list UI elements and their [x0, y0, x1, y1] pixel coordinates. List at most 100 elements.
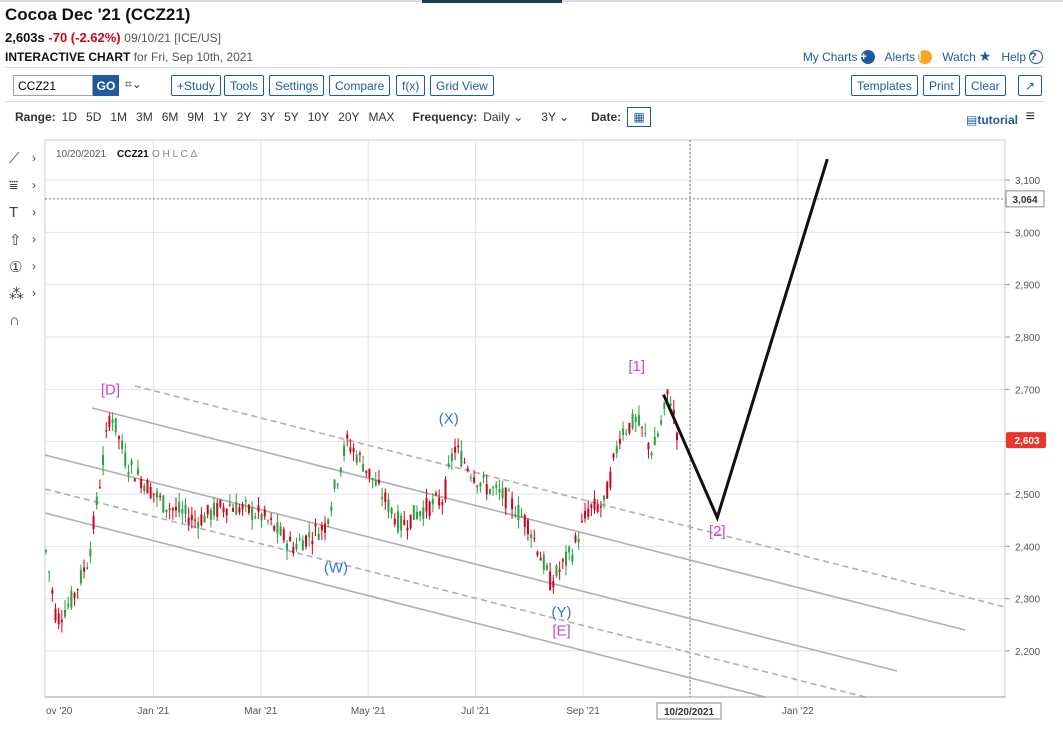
settings-button[interactable]: Settings [269, 75, 325, 96]
range-20y[interactable]: 20Y [338, 110, 360, 124]
calendar-icon[interactable]: ▦ [627, 107, 652, 127]
candle-body [222, 507, 225, 513]
go-button[interactable]: GO [93, 75, 119, 96]
line-tool[interactable]: ⟋ › [9, 150, 43, 172]
range-5d[interactable]: 5D [86, 110, 102, 124]
expand-button[interactable]: ↗ [1018, 75, 1042, 96]
chart-type-dropdown[interactable]: ⌗⌄ [125, 77, 142, 91]
clear-button[interactable]: Clear [965, 75, 1006, 96]
y-axis: 3,1003,0002,9002,8002,7002,6002,5002,400… [1005, 176, 1046, 658]
period-select[interactable]: 3Y ⌄ [541, 110, 570, 124]
candle-body [343, 445, 346, 457]
candle-body [463, 461, 466, 463]
candle-body [339, 468, 342, 473]
candle-body [552, 580, 555, 588]
candle-body [542, 554, 545, 570]
candle-body [644, 432, 647, 434]
candle-body [504, 488, 507, 509]
chevron-right-icon: › [32, 259, 36, 273]
range-2y[interactable]: 2Y [236, 110, 252, 124]
tools-button[interactable]: Tools [224, 75, 265, 96]
fib-tool[interactable]: ⩸ › [9, 177, 43, 199]
toolbar: GO ⌗⌄ +Study Tools Settings Compare f(x)… [0, 75, 1063, 97]
wave-label: (Y) [552, 604, 572, 621]
candle-body [152, 493, 155, 495]
candle-body [545, 564, 548, 570]
range-1m[interactable]: 1M [110, 110, 128, 124]
templates-button[interactable]: Templates [851, 75, 918, 96]
candle-body [622, 428, 625, 436]
candle-body [320, 524, 323, 531]
candle-body [273, 525, 276, 531]
range-6m[interactable]: 6M [161, 110, 179, 124]
watch-link[interactable]: Watch ★ [942, 48, 991, 65]
range-max[interactable]: MAX [368, 110, 395, 124]
symbol-input[interactable] [13, 75, 93, 96]
candle-body [105, 429, 108, 432]
candle-body [324, 523, 327, 534]
price-chart[interactable]: [D] (W) (X) (Y)[E] [1] [2] 3,100 3,000 2,900 2,8… [0, 135, 1063, 738]
frequency-select[interactable]: Daily ⌄ [483, 110, 524, 124]
candle-body [564, 551, 567, 566]
candle-body [121, 440, 124, 450]
wave-label: [2] [709, 523, 726, 540]
range-3m[interactable]: 3M [136, 110, 153, 124]
top-accent-tab [422, 0, 562, 3]
compare-button[interactable]: Compare [329, 75, 391, 96]
wave-label: [E] [552, 622, 570, 639]
candle-body [270, 518, 273, 520]
print-button[interactable]: Print [923, 75, 960, 96]
candle-body [365, 470, 368, 473]
frequency-label: Frequency: [412, 110, 478, 124]
candle-body [631, 413, 634, 429]
trend-channels [44, 385, 1006, 698]
candle-body [190, 514, 193, 521]
candle-body [184, 504, 187, 514]
projection-line [662, 158, 829, 522]
candle-body [51, 589, 54, 594]
candle-body [526, 520, 529, 535]
y-tick-label: 2,400 [1015, 542, 1040, 553]
arrow-tool[interactable]: ⇧ › [9, 231, 43, 253]
range-10y[interactable]: 10Y [307, 110, 330, 124]
candle-body [660, 420, 663, 425]
candle-body [523, 515, 526, 528]
menu-icon[interactable]: ≡ [1025, 108, 1035, 125]
candle-body [396, 511, 399, 532]
text-tool[interactable]: T › [9, 204, 43, 226]
tutorial-link[interactable]: ▤tutorial [966, 113, 1018, 127]
candle-body [473, 477, 476, 483]
candle-body [187, 517, 190, 526]
candle-body [501, 488, 504, 499]
number-tool[interactable]: ① › [9, 258, 43, 280]
candle-body [606, 482, 609, 499]
range-1y[interactable]: 1Y [213, 110, 228, 124]
help-link[interactable]: Help? [1001, 48, 1043, 65]
range-1d[interactable]: 1D [61, 110, 78, 124]
candle-body [447, 463, 450, 467]
pattern-tool[interactable]: ⁂ › [9, 285, 43, 307]
study-button[interactable]: +Study [171, 75, 221, 96]
range-3y[interactable]: 3Y [260, 110, 276, 124]
fx-button[interactable]: f(x) [396, 75, 426, 96]
candle-body [76, 589, 79, 591]
magnet-tool[interactable]: ∩ [9, 312, 43, 334]
alerts-link[interactable]: Alerts! [885, 48, 933, 65]
range-5y[interactable]: 5Y [284, 110, 299, 124]
candle-body [162, 495, 165, 513]
candle-body [469, 476, 472, 478]
candle-body [219, 500, 222, 508]
my-charts-link[interactable]: My Charts + [803, 48, 875, 65]
quote-meta: 09/10/21 [ICE/US] [124, 31, 221, 45]
last-price-box [1006, 432, 1046, 449]
candle-body [282, 529, 285, 541]
candle-body [482, 475, 485, 478]
candle-body [355, 454, 358, 463]
tutorial-label: tutorial [977, 113, 1018, 127]
grid-view-button[interactable]: Grid View [430, 75, 494, 96]
number-one-icon: ① [9, 259, 23, 276]
y-tick-label: 3,100 [1015, 176, 1040, 187]
range-9m[interactable]: 9M [187, 110, 205, 124]
line-icon: ⟋ [9, 150, 20, 167]
candle-body [390, 507, 393, 514]
